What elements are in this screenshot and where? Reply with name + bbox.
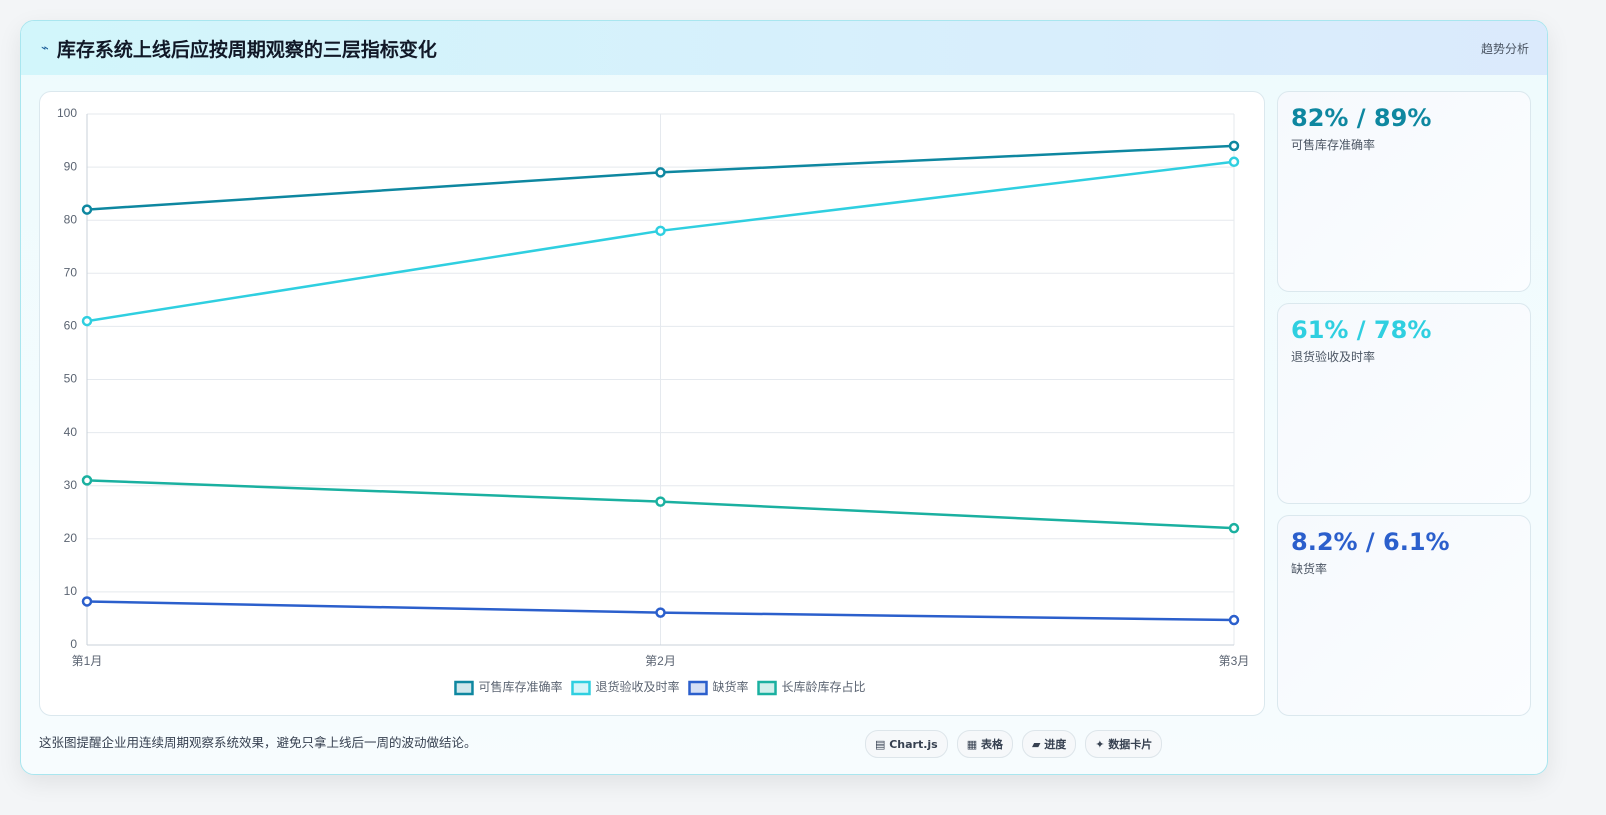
y-tick-label: 10: [64, 584, 78, 598]
data-point: [1228, 140, 1240, 152]
header-icon: ⌁: [41, 40, 49, 56]
data-point: [1228, 614, 1240, 626]
kpi-card: 82% / 89% 可售库存准确率: [1277, 91, 1531, 292]
chart-panel: 0 10 20 30 40 50 60 70 80 90 100 第1月 第2月 第3月可售库存准确率 退货…: [39, 91, 1265, 716]
header-tag: 趋势分析: [1480, 41, 1529, 56]
data-point: [1228, 156, 1240, 168]
y-tick-label: 50: [64, 372, 78, 386]
data-point: [655, 225, 666, 237]
y-tick-label: 90: [64, 159, 78, 173]
y-tick-label: 20: [64, 531, 78, 545]
kpi-label: 可售库存准确率: [1291, 138, 1376, 152]
kpi-value: 8.2% / 6.1%: [1291, 528, 1450, 556]
legend-label: 长库龄库存占比: [782, 679, 866, 694]
button-group: ▤ Chart.js ▦ 表格 ▰ 进度 ✦ 数据卡片: [865, 730, 1163, 758]
data-point: [655, 607, 666, 618]
kpi-card: 8.2% / 6.1% 缺货率: [1277, 515, 1531, 716]
x-tick-label: 第3月: [1219, 654, 1250, 668]
y-tick-label: 60: [64, 319, 78, 333]
y-tick-label: 40: [64, 425, 78, 439]
data-point: [81, 596, 93, 607]
kpi-label: 缺货率: [1291, 562, 1328, 576]
data-point: [81, 315, 93, 327]
data-point: [655, 167, 666, 178]
legend: 可售库存准确率 退货验收及时率 缺货率 长库龄库存占比: [454, 679, 866, 696]
legend-label: 缺货率: [713, 679, 749, 694]
x-tick-label: 第1月: [72, 654, 103, 668]
y-tick-label: 0: [70, 637, 77, 651]
data-point: [81, 204, 93, 215]
kpi-value: 82% / 89%: [1291, 104, 1432, 132]
view-button[interactable]: ✦ 数据卡片: [1085, 730, 1163, 758]
legend-swatch: [757, 680, 777, 696]
y-tick-label: 100: [57, 106, 77, 120]
legend-swatch: [571, 680, 591, 696]
view-button[interactable]: ▰ 进度: [1021, 730, 1077, 758]
legend-label: 可售库存准确率: [478, 679, 562, 694]
legend-label: 退货验收及时率: [595, 679, 679, 694]
kpi-label: 退货验收及时率: [1291, 350, 1376, 364]
header-title: 库存系统上线后应按周期观察的三层指标变化: [56, 38, 437, 61]
y-tick-label: 30: [64, 478, 78, 492]
x-tick-label: 第2月: [645, 654, 676, 668]
data-point: [1228, 522, 1240, 534]
y-tick-label: 70: [64, 265, 78, 279]
data-point: [81, 475, 93, 486]
kpi-card: 61% / 78% 退货验收及时率: [1277, 303, 1531, 504]
header: ⌁ 库存系统上线后应按周期观察的三层指标变化 趋势分析: [21, 21, 1547, 75]
legend-swatch: [688, 680, 708, 696]
view-button[interactable]: ▦ 表格: [956, 730, 1013, 758]
data-point: [655, 496, 666, 507]
kpi-value: 61% / 78%: [1291, 316, 1432, 344]
dashboard-card: ⌁ 库存系统上线后应按周期观察的三层指标变化 趋势分析 0 10 20 30 40 50 6…: [20, 20, 1548, 775]
footer-note: 这张图提醒企业用连续周期观察系统效果，避免只拿上线后一周的波动做结论。: [39, 735, 477, 750]
legend-swatch: [454, 680, 474, 696]
view-button[interactable]: ▤ Chart.js: [865, 730, 948, 758]
y-tick-label: 80: [64, 212, 78, 226]
